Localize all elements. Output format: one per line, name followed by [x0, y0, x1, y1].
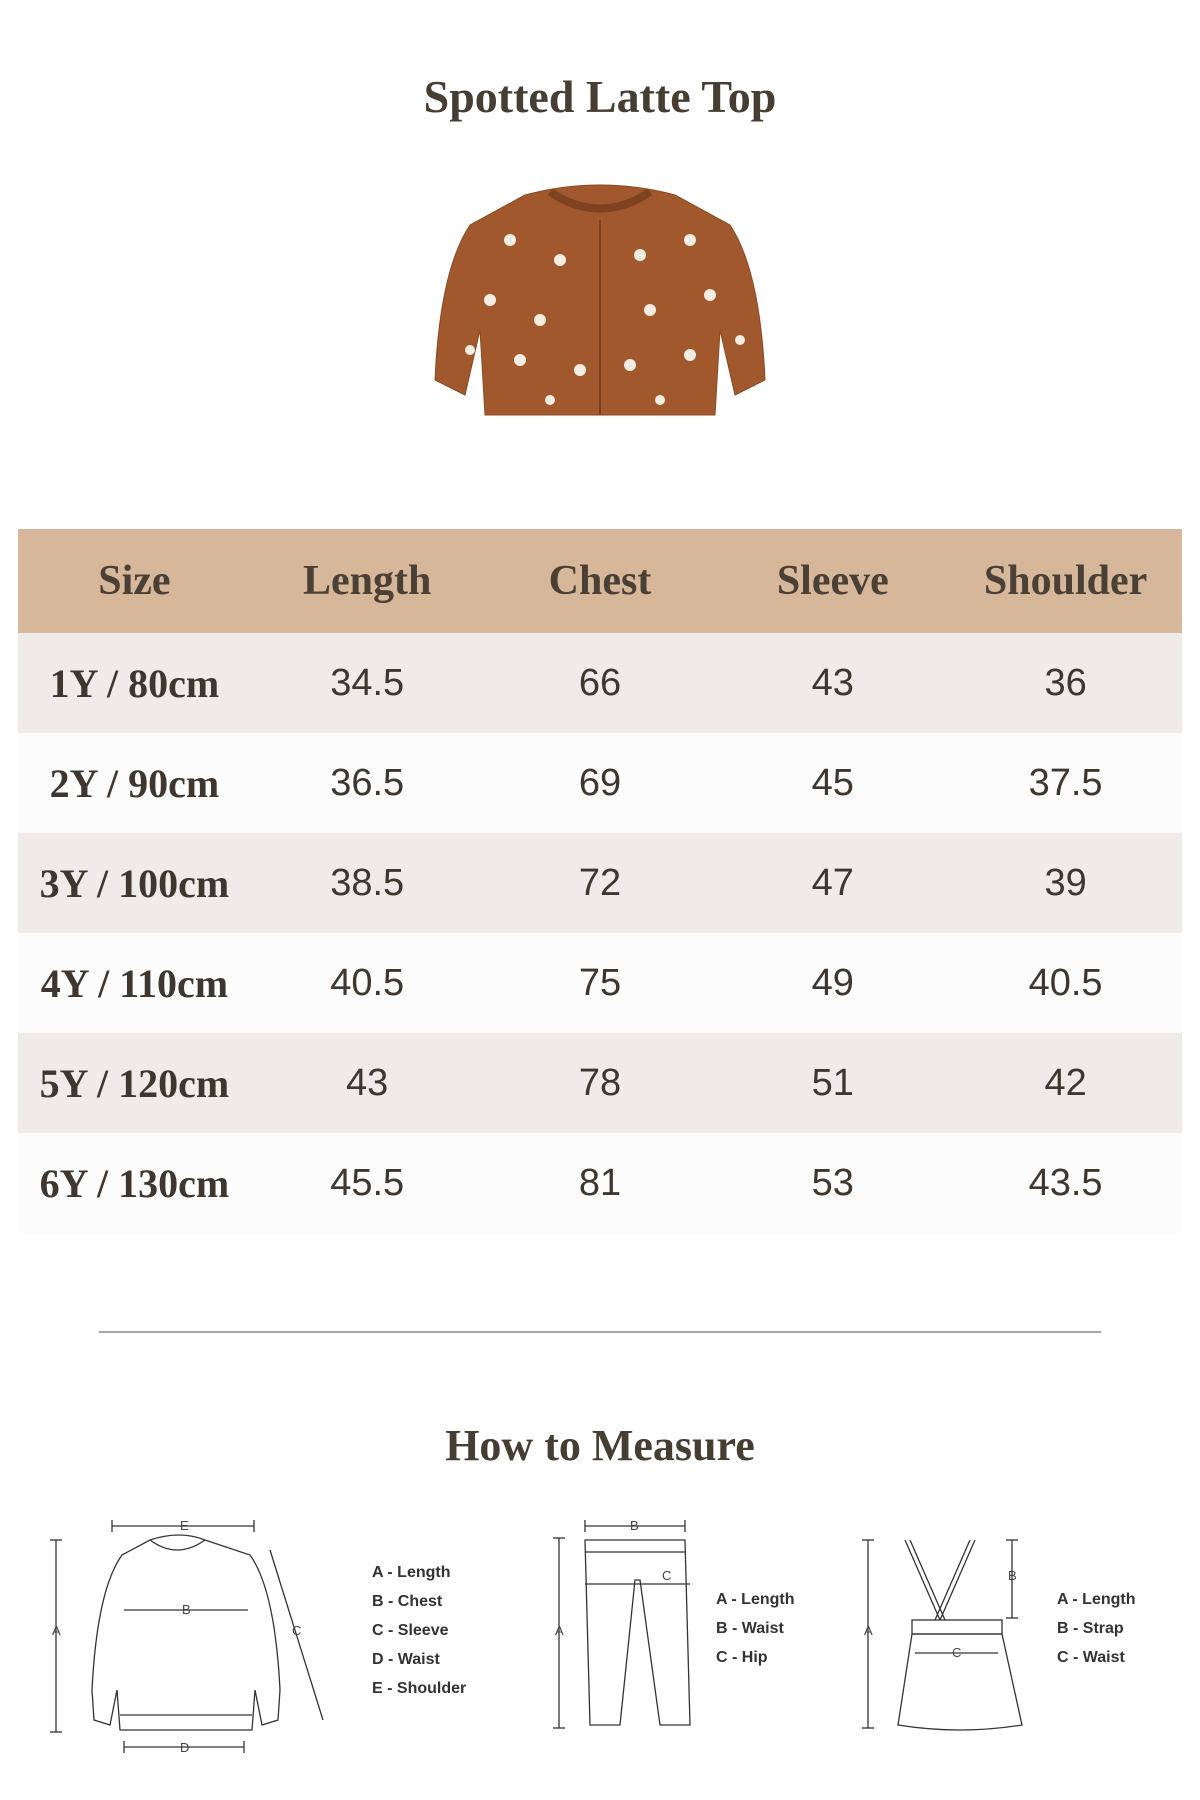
cell-length: 38.5 — [330, 861, 405, 904]
table-row: 6Y / 130cm 45.5 81 53 43.5 — [18, 1133, 1182, 1233]
cell-chest: 78 — [578, 1061, 622, 1104]
header-length: Length — [303, 558, 432, 604]
cell-sleeve: 51 — [811, 1061, 854, 1104]
header-size: Size — [98, 558, 171, 604]
cell-sleeve: 43 — [811, 661, 854, 704]
legend-item: B - Waist — [716, 1620, 784, 1637]
marker-c: C — [662, 1568, 671, 1583]
marker-b: B — [630, 1518, 639, 1533]
legend-item: C - Sleeve — [372, 1622, 449, 1639]
table-row: 3Y / 100cm 38.5 72 47 39 — [18, 833, 1182, 933]
size-chart-table: Size Length Chest Sleeve Shoulder 1Y / 8… — [18, 529, 1182, 1233]
legend-item: C - Hip — [716, 1649, 768, 1666]
legend-item: E - Shoulder — [372, 1680, 467, 1697]
cell-size: 2Y / 90cm — [49, 760, 220, 806]
legend-item: C - Waist — [1057, 1649, 1125, 1666]
cell-chest: 66 — [578, 661, 622, 704]
table-header: Size Length Chest Sleeve Shoulder — [18, 529, 1182, 633]
product-image — [434, 184, 766, 416]
marker-a: A — [52, 1623, 61, 1638]
cell-chest: 75 — [578, 961, 622, 1004]
header-sleeve: Sleeve — [776, 558, 889, 604]
legend-item: B - Strap — [1057, 1620, 1124, 1637]
table-row: 1Y / 80cm 34.5 66 43 36 — [18, 633, 1182, 733]
cell-chest: 81 — [578, 1161, 622, 1204]
cell-chest: 72 — [578, 861, 622, 904]
how-to-measure-title: How to Measure — [445, 1421, 755, 1470]
legend-item: D - Waist — [372, 1651, 440, 1668]
cell-size: 4Y / 110cm — [40, 960, 229, 1006]
cell-length: 34.5 — [330, 661, 405, 704]
marker-b: B — [1008, 1568, 1017, 1583]
divider — [99, 1331, 1101, 1333]
cell-sleeve: 45 — [811, 761, 854, 804]
table-row: 4Y / 110cm 40.5 75 49 40.5 — [18, 933, 1182, 1033]
top-legend: A - Length B - Chest C - Sleeve D - Wais… — [372, 1558, 466, 1703]
table-row: 2Y / 90cm 36.5 69 45 37.5 — [18, 733, 1182, 833]
legend-item: A - Length — [716, 1591, 795, 1608]
table-row: 5Y / 120cm 43 78 51 42 — [18, 1033, 1182, 1133]
marker-d: D — [180, 1740, 189, 1755]
marker-b: B — [182, 1602, 191, 1617]
cell-length: 45.5 — [330, 1161, 405, 1204]
page-title: Spotted Latte Top — [423, 71, 777, 122]
legend-item: B - Chest — [372, 1593, 443, 1610]
cell-shoulder: 39 — [1044, 861, 1087, 904]
legend-item: A - Length — [372, 1564, 451, 1581]
marker-c: C — [292, 1623, 301, 1638]
pants-diagram: A B C — [553, 1518, 691, 1729]
cell-chest: 69 — [578, 761, 622, 804]
header-shoulder: Shoulder — [983, 558, 1148, 604]
cell-shoulder: 40.5 — [1028, 961, 1103, 1004]
skirt-diagram: A B C — [862, 1539, 1023, 1731]
header-chest: Chest — [548, 558, 652, 604]
cell-length: 36.5 — [330, 761, 405, 804]
cell-sleeve: 47 — [811, 861, 854, 904]
cell-size: 6Y / 130cm — [39, 1160, 230, 1206]
cell-sleeve: 49 — [811, 961, 854, 1004]
cell-shoulder: 36 — [1044, 661, 1087, 704]
cell-size: 3Y / 100cm — [39, 860, 230, 906]
skirt-legend: A - Length B - Strap C - Waist — [1057, 1585, 1136, 1672]
pants-legend: A - Length B - Waist C - Hip — [716, 1585, 795, 1672]
cell-length: 40.5 — [330, 961, 405, 1004]
cell-size: 1Y / 80cm — [49, 660, 220, 706]
legend-item: A - Length — [1057, 1591, 1136, 1608]
cell-sleeve: 53 — [811, 1161, 854, 1204]
top-diagram: A B C D E — [50, 1518, 324, 1755]
cell-size: 5Y / 120cm — [39, 1060, 230, 1106]
cell-shoulder: 37.5 — [1028, 761, 1103, 804]
marker-c: C — [952, 1645, 961, 1660]
marker-a: A — [555, 1623, 564, 1638]
cell-shoulder: 42 — [1044, 1061, 1087, 1104]
marker-e: E — [180, 1518, 189, 1533]
cell-shoulder: 43.5 — [1028, 1161, 1103, 1204]
cell-length: 43 — [346, 1061, 389, 1104]
marker-a: A — [864, 1623, 873, 1638]
